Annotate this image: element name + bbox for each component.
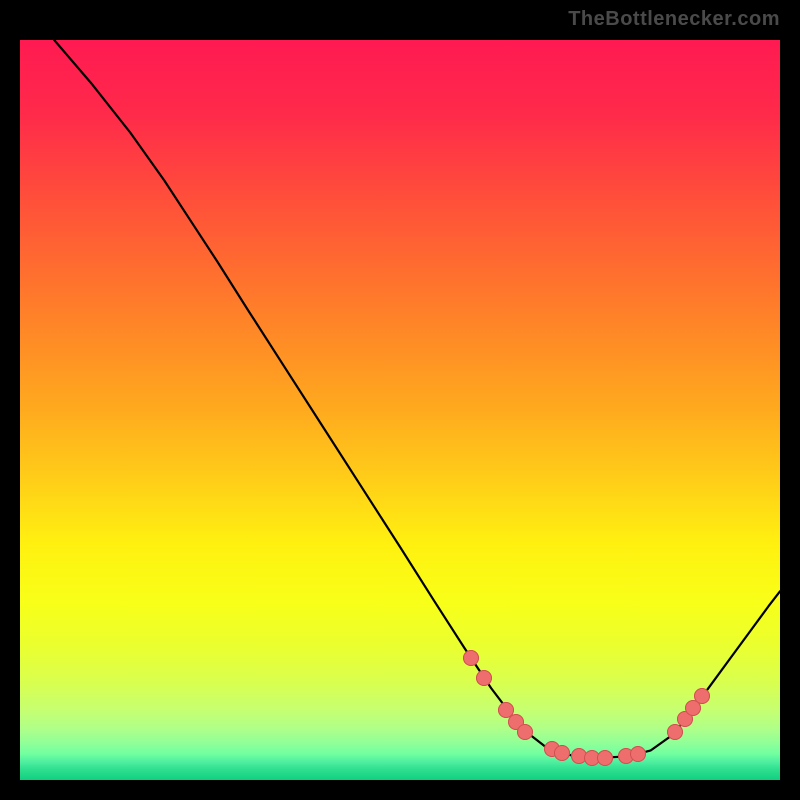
chart-container: TheBottlenecker.com (0, 0, 800, 800)
data-marker (517, 724, 533, 740)
data-marker (476, 670, 492, 686)
plot-area (20, 40, 780, 780)
data-marker (554, 745, 570, 761)
data-marker (597, 750, 613, 766)
data-marker (630, 746, 646, 762)
data-marker (694, 688, 710, 704)
markers-layer (20, 40, 780, 780)
watermark-text: TheBottlenecker.com (568, 8, 780, 31)
data-marker (463, 650, 479, 666)
